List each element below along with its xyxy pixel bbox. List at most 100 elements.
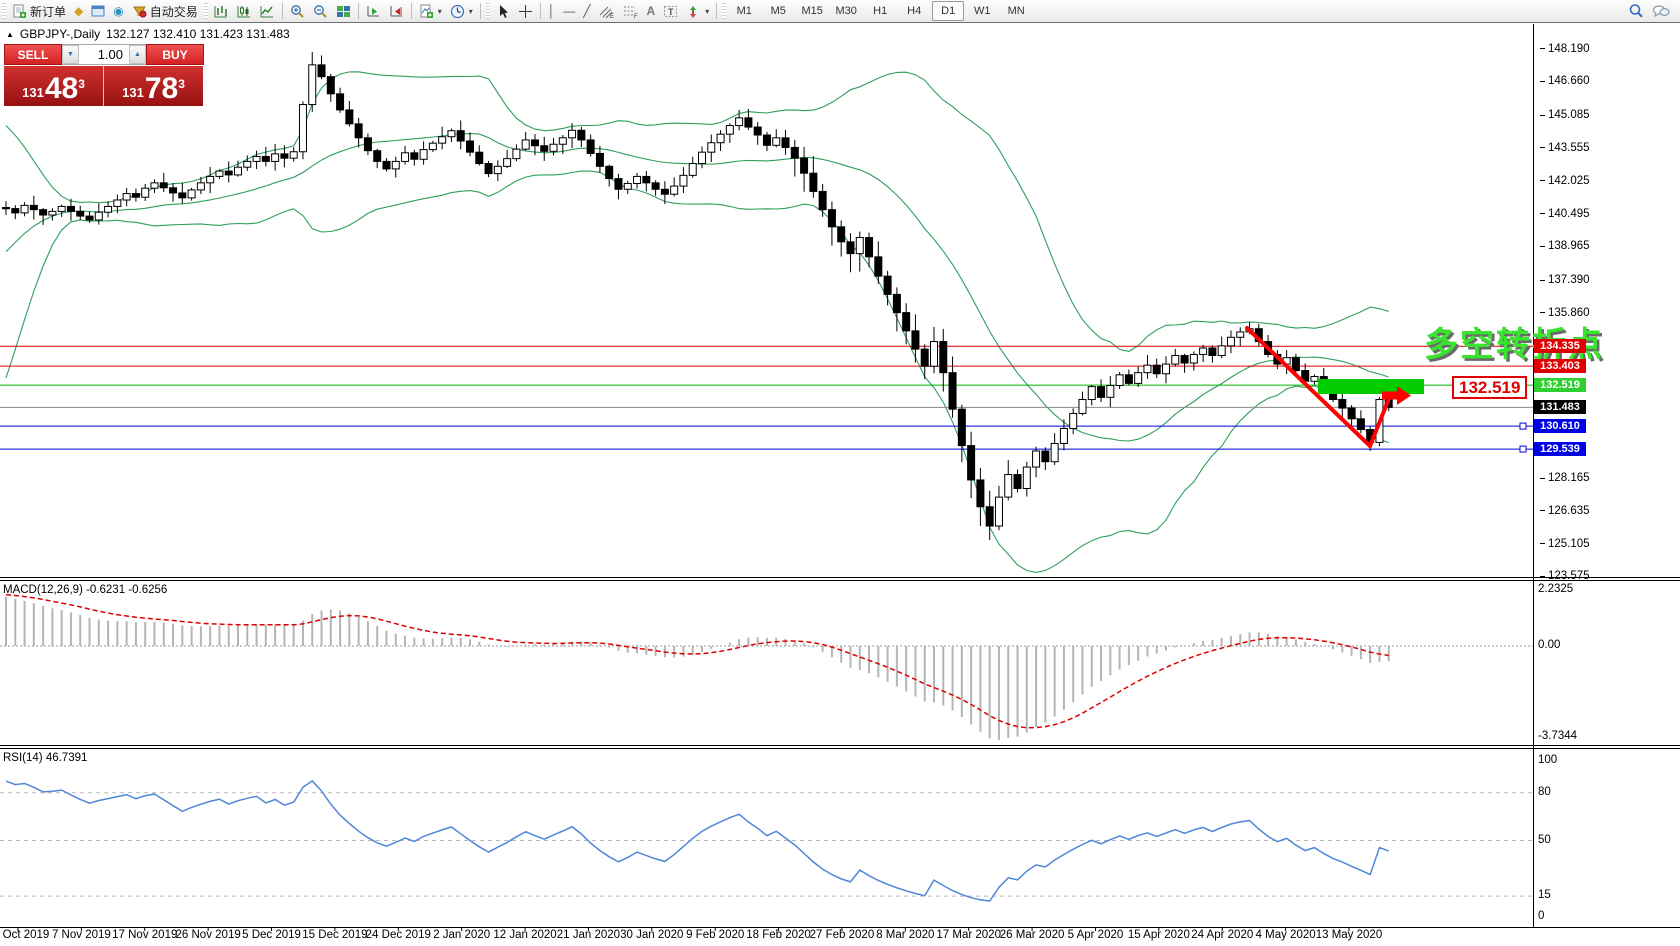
vertical-line-tool-button[interactable]: │ (544, 1, 560, 21)
zoom-in-button[interactable] (286, 1, 309, 21)
cursor-tool-button[interactable] (492, 1, 514, 21)
candlestick-chart-button[interactable] (233, 1, 256, 21)
rsi-label: RSI(14) 46.7391 (3, 752, 88, 764)
arrows-tool-button[interactable]: ▾ (682, 1, 713, 21)
price-tick: 126.635 (1540, 505, 1590, 517)
search-icon (1629, 4, 1643, 18)
text-label-tool-button[interactable]: T (659, 1, 682, 21)
horizontal-line-tool-button[interactable]: — (559, 1, 579, 21)
date-label: 18 Feb 2020 (746, 929, 811, 941)
indicators-icon (420, 4, 433, 18)
indicators-button[interactable]: ▾ (415, 1, 446, 21)
price-tick: 148.190 (1540, 43, 1590, 55)
bar-chart-button[interactable] (210, 1, 233, 21)
red-arrow[interactable] (1382, 386, 1411, 405)
timeframe-w1[interactable]: W1 (973, 5, 991, 17)
macd-axis-tick: 0.00 (1538, 639, 1561, 651)
trendline-tool-button[interactable]: ╱ (579, 1, 594, 21)
price-tick: 142.025 (1540, 175, 1590, 187)
macd-panel (0, 593, 1533, 740)
red-trend-line-2[interactable] (1368, 394, 1392, 448)
autotrade-button[interactable]: 自动交易 (128, 1, 202, 21)
timeframe-m30[interactable]: M30 (835, 5, 857, 17)
text-tool-button[interactable]: A (643, 1, 660, 21)
price-tag-annotation[interactable]: 132.519 (1452, 376, 1528, 399)
date-label: 27 Feb 2020 (809, 929, 875, 941)
sell-price-sup: 3 (78, 77, 85, 91)
buy-price-prefix: 131 (122, 85, 144, 100)
new-order-icon (13, 4, 26, 18)
text-icon: A (646, 4, 656, 18)
date-label: 15 Dec 2019 (302, 929, 368, 941)
market-watch-icon: ◆ (74, 4, 84, 18)
arrows-dropdown-caret: ▾ (705, 6, 710, 16)
signals-button[interactable]: ◉ (109, 1, 127, 21)
new-order-label: 新订单 (30, 4, 67, 19)
toolbar-grip[interactable] (722, 3, 727, 19)
rsi-axis-tick: 15 (1538, 889, 1551, 901)
red-trend-line-1[interactable] (1245, 326, 1372, 448)
chart-canvas (0, 22, 1680, 931)
price-tick: 123.575 (1540, 570, 1590, 582)
chart-shift-button[interactable] (385, 1, 408, 21)
new-order-button[interactable]: 新订单 (8, 1, 70, 21)
buy-button[interactable]: BUY (146, 44, 204, 65)
timeframe-h4[interactable]: H4 (907, 5, 922, 17)
timeframe-h1[interactable]: H1 (873, 5, 888, 17)
timeframe-m1[interactable]: M1 (736, 5, 752, 17)
bollinger-bands (5, 71, 1389, 573)
timeframe-m15[interactable]: M15 (801, 5, 823, 17)
signals-icon: ◉ (113, 4, 124, 18)
toolbar-grip[interactable] (485, 3, 490, 19)
current-price-badge: 131.483 (1534, 400, 1586, 415)
candles (2, 52, 1393, 540)
market-watch-button[interactable]: ◆ (70, 1, 87, 21)
channel-tool-button[interactable]: E (595, 1, 619, 21)
buy-price-display[interactable]: 131 78 3 (104, 66, 203, 106)
tile-windows-button[interactable] (332, 1, 355, 21)
line-chart-icon (260, 5, 273, 17)
toolbar-grip[interactable] (2, 3, 6, 19)
date-label: 13 May 2020 (1315, 929, 1383, 941)
date-label: 17 Nov 2019 (112, 929, 178, 941)
line-handle-130.610[interactable] (1519, 422, 1527, 430)
line-chart-button[interactable] (256, 1, 279, 21)
buy-price-big: 78 (144, 72, 179, 105)
timeframe-mn[interactable]: MN (1007, 5, 1025, 17)
chat-button[interactable] (1648, 1, 1674, 21)
channel-icon: E (599, 6, 614, 19)
level-badge-129.539: 129.539 (1534, 442, 1586, 457)
sell-button[interactable]: SELL (4, 44, 62, 65)
green-highlight-rect[interactable] (1318, 379, 1424, 394)
one-click-trading-panel: SELL ▼ 1.00 ▲ BUY 131 48 3 131 78 3 (4, 44, 204, 106)
collapse-arrow-icon[interactable]: ▲ (6, 29, 14, 39)
crosshair-tool-button[interactable] (514, 1, 537, 21)
timeframe-d1[interactable]: D1 (932, 1, 965, 21)
periods-clock-icon (450, 4, 464, 18)
level-badge-132.519: 132.519 (1534, 378, 1586, 393)
date-label: 8 Mar 2020 (876, 929, 935, 941)
timeframe-group: M1 M5 M15 M30 H1 H4 D1 W1 MN (728, 1, 1032, 21)
date-label: 9 Feb 2020 (686, 929, 745, 941)
auto-scroll-button[interactable] (362, 1, 385, 21)
search-button[interactable] (1624, 1, 1648, 21)
chart-shift-icon (390, 5, 402, 16)
vertical-line-icon: │ (547, 4, 556, 18)
price-tick: 125.105 (1540, 538, 1590, 550)
volume-input[interactable]: 1.00 (97, 47, 123, 62)
zoom-out-button[interactable] (309, 1, 332, 21)
terminal-button[interactable] (87, 1, 109, 21)
timeframe-m5[interactable]: M5 (770, 5, 786, 17)
level-lines (0, 345, 1533, 450)
arrows-icon (690, 5, 697, 18)
line-handle-129.539[interactable] (1519, 445, 1527, 453)
volume-decrease-button[interactable]: ▼ (62, 45, 79, 64)
trendline-icon: ╱ (583, 4, 591, 18)
sell-price-display[interactable]: 131 48 3 (4, 66, 104, 106)
date-label: 17 Mar 2020 (936, 929, 1001, 941)
toolbar-grip[interactable] (203, 3, 208, 19)
fibonacci-tool-button[interactable]: F (619, 1, 643, 21)
periods-button[interactable]: ▾ (446, 1, 477, 21)
volume-increase-button[interactable]: ▲ (129, 45, 146, 64)
